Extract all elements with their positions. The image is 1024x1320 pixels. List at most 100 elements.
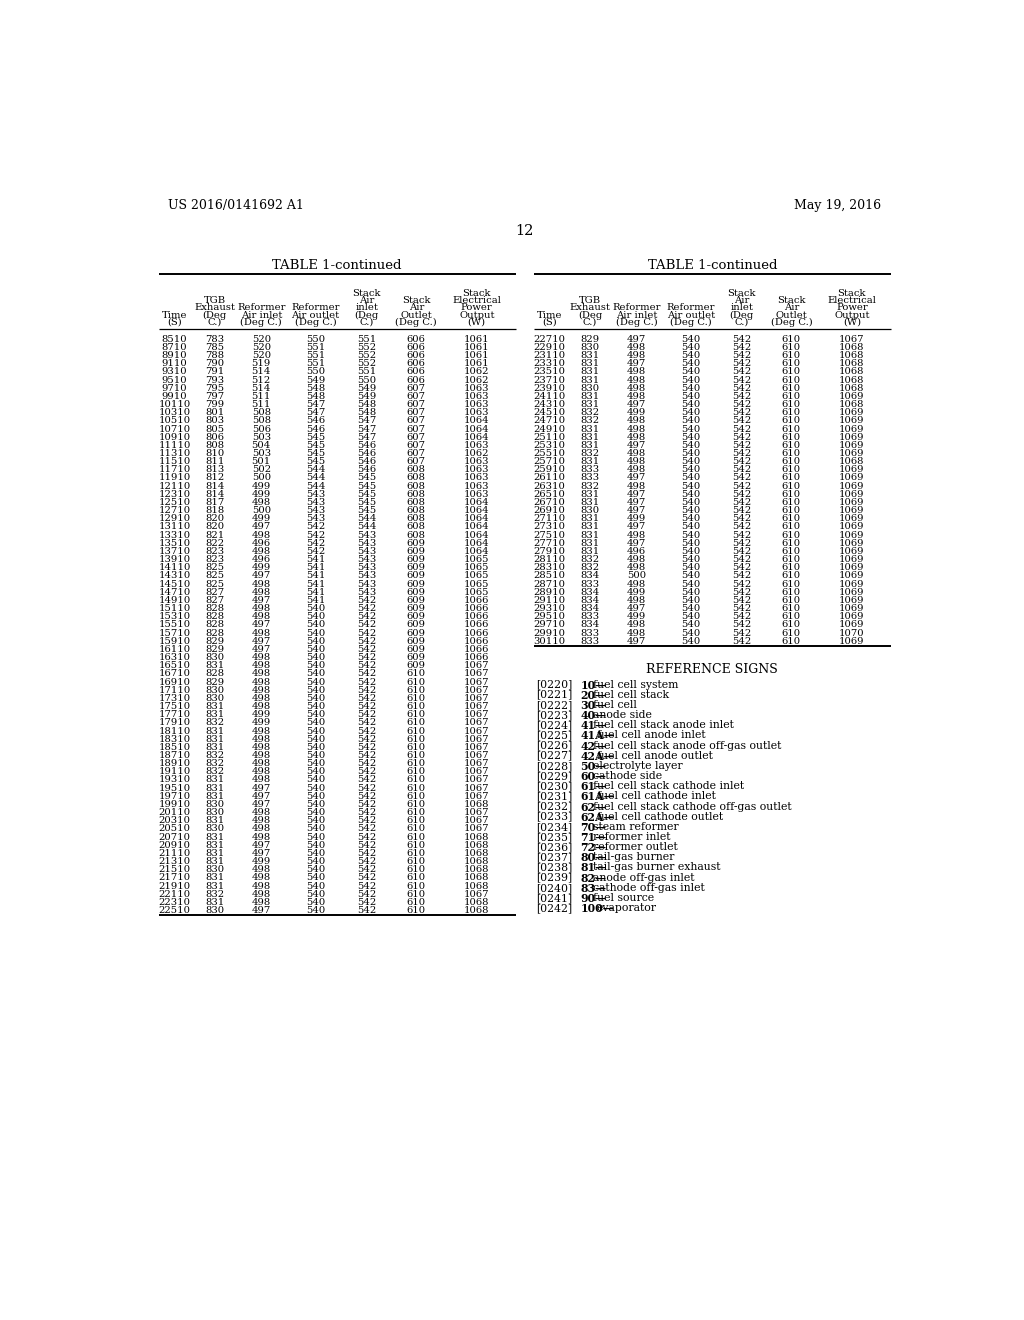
Text: 544: 544 [306, 474, 326, 483]
Text: 14510: 14510 [159, 579, 190, 589]
Text: 540: 540 [681, 441, 700, 450]
Text: 791: 791 [205, 367, 224, 376]
Text: 12510: 12510 [159, 498, 190, 507]
Text: 542: 542 [357, 882, 377, 891]
Text: 820: 820 [205, 523, 224, 532]
Text: 606: 606 [407, 359, 426, 368]
Text: 1066: 1066 [464, 605, 489, 612]
Text: 1067: 1067 [464, 890, 489, 899]
Text: Stack: Stack [777, 296, 806, 305]
Text: 610: 610 [407, 898, 426, 907]
Text: 499: 499 [627, 408, 646, 417]
Text: 610: 610 [782, 572, 801, 581]
Text: 828: 828 [205, 612, 224, 622]
Text: 1067: 1067 [464, 735, 489, 743]
Text: 542: 542 [357, 612, 377, 622]
Text: 608: 608 [407, 482, 426, 491]
Text: 498: 498 [627, 392, 646, 401]
Text: 498: 498 [627, 376, 646, 384]
Text: 540: 540 [306, 816, 326, 825]
Text: 830: 830 [205, 825, 224, 833]
Text: 497: 497 [252, 906, 271, 915]
Text: 498: 498 [627, 449, 646, 458]
Text: 610: 610 [782, 457, 801, 466]
Text: C.): C.) [734, 318, 749, 327]
Text: 610: 610 [407, 743, 426, 752]
Text: 542: 542 [732, 587, 752, 597]
Text: 542: 542 [357, 841, 377, 850]
Text: 1064: 1064 [464, 433, 489, 442]
Text: 542: 542 [357, 792, 377, 801]
Text: 540: 540 [681, 400, 700, 409]
Text: 11110: 11110 [159, 441, 190, 450]
Text: reformer outlet: reformer outlet [593, 842, 678, 853]
Text: [0224]: [0224] [536, 721, 571, 730]
Text: 24710: 24710 [534, 416, 565, 425]
Text: 498: 498 [627, 531, 646, 540]
Text: 607: 607 [407, 457, 426, 466]
Text: 540: 540 [681, 620, 700, 630]
Text: 497: 497 [252, 841, 271, 850]
Text: 610: 610 [782, 408, 801, 417]
Text: 18710: 18710 [159, 751, 190, 760]
Text: 610: 610 [782, 546, 801, 556]
Text: 832: 832 [581, 556, 599, 564]
Text: evaporator: evaporator [597, 903, 656, 913]
Text: 1069: 1069 [839, 466, 864, 474]
Text: 606: 606 [407, 335, 426, 343]
Text: 60—: 60— [581, 771, 606, 781]
Text: 542: 542 [357, 628, 377, 638]
Bar [535, 659, 891, 1313]
Text: 498: 498 [252, 808, 271, 817]
Text: 498: 498 [252, 579, 271, 589]
Text: 549: 549 [357, 392, 377, 401]
Text: 80—tail-gas burner: 80—tail-gas burner [581, 853, 697, 863]
Text: 831: 831 [205, 898, 224, 907]
Text: 610: 610 [407, 735, 426, 743]
Text: 821: 821 [205, 531, 224, 540]
Text: 82—: 82— [581, 873, 606, 883]
Text: 62—: 62— [581, 801, 606, 813]
Text: 1068: 1068 [839, 457, 864, 466]
Text: [0232]: [0232] [536, 801, 571, 812]
Text: 542: 542 [732, 351, 752, 360]
Text: 543: 543 [357, 579, 377, 589]
Text: US 2016/0141692 A1: US 2016/0141692 A1 [168, 199, 304, 213]
Text: 1069: 1069 [839, 539, 864, 548]
Text: 610: 610 [407, 702, 426, 711]
Text: 551: 551 [357, 367, 377, 376]
Text: 540: 540 [681, 612, 700, 622]
Text: 542: 542 [732, 408, 752, 417]
Text: 28310: 28310 [534, 564, 565, 573]
Text: 61—: 61— [581, 781, 607, 792]
Text: 498: 498 [252, 816, 271, 825]
Text: 42—fuel cell stack anode off-gas outlet: 42—fuel cell stack anode off-gas outlet [581, 741, 818, 751]
Text: 1070: 1070 [839, 628, 864, 638]
Text: 1069: 1069 [839, 572, 864, 581]
Text: 609: 609 [407, 579, 426, 589]
Text: 547: 547 [357, 433, 377, 442]
Text: 542: 542 [732, 515, 752, 523]
Text: 1061: 1061 [464, 335, 489, 343]
Text: 1069: 1069 [839, 531, 864, 540]
Text: 498: 498 [252, 653, 271, 663]
Text: 834: 834 [581, 587, 599, 597]
Text: 8510: 8510 [162, 335, 187, 343]
Text: 41A—: 41A— [581, 730, 615, 742]
Text: [0227]: [0227] [536, 751, 571, 760]
Text: 62A—: 62A— [581, 812, 615, 822]
Text: 610: 610 [782, 612, 801, 622]
Text: 543: 543 [306, 498, 326, 507]
Text: 607: 607 [407, 449, 426, 458]
Text: 540: 540 [306, 605, 326, 612]
Text: 607: 607 [407, 400, 426, 409]
Text: 1064: 1064 [464, 506, 489, 515]
Text: 1068: 1068 [839, 351, 864, 360]
Text: 1068: 1068 [839, 384, 864, 393]
Text: 550: 550 [306, 367, 325, 376]
Text: 610: 610 [782, 384, 801, 393]
Text: 508: 508 [252, 408, 271, 417]
Text: 540: 540 [306, 800, 326, 809]
Text: 520: 520 [252, 351, 271, 360]
Text: (Deg C.): (Deg C.) [395, 318, 437, 327]
